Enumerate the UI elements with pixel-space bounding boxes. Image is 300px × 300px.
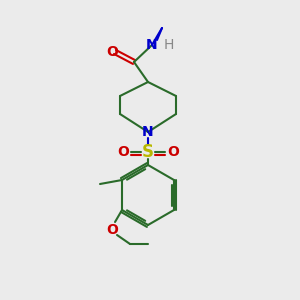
Text: N: N <box>142 125 154 139</box>
Text: N: N <box>146 38 158 52</box>
Text: O: O <box>167 145 179 159</box>
Text: S: S <box>142 143 154 161</box>
Text: O: O <box>106 45 118 59</box>
Text: O: O <box>106 223 118 237</box>
Text: O: O <box>117 145 129 159</box>
Text: H: H <box>164 38 174 52</box>
